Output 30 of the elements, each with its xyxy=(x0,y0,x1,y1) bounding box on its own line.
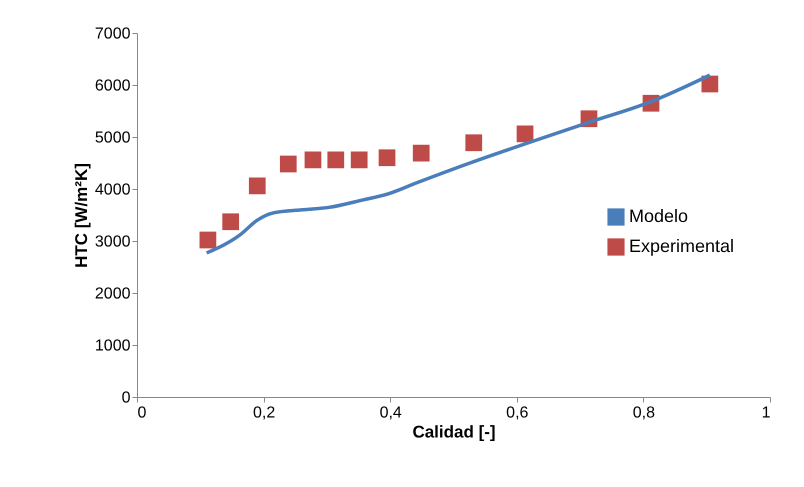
y-tick-label: 1000 xyxy=(94,338,131,354)
point xyxy=(702,76,718,92)
y-tick-label: 3000 xyxy=(94,234,131,250)
y-tick-label: 6000 xyxy=(94,78,131,94)
point xyxy=(378,149,396,166)
point xyxy=(412,144,430,162)
point xyxy=(280,156,297,172)
y-tick-label: 4000 xyxy=(94,182,131,198)
y-tick-label: 7000 xyxy=(94,26,131,42)
point xyxy=(465,134,482,152)
point xyxy=(222,213,240,230)
x-tick-label: 0,2 xyxy=(252,404,276,422)
x-tick-label: 0,6 xyxy=(506,404,529,422)
legend-label: Experimental xyxy=(629,236,734,256)
point xyxy=(248,178,266,194)
x-tick-label: 0,8 xyxy=(632,404,656,422)
point xyxy=(516,126,534,142)
x-axis-title: Calidad [-] xyxy=(412,422,496,442)
y-axis-title: HTC [W/m²K] xyxy=(72,163,91,268)
point xyxy=(350,152,368,168)
x-tick-label: 0 xyxy=(138,404,146,422)
point xyxy=(327,152,344,168)
x-tick-label: 0,4 xyxy=(380,404,402,422)
point xyxy=(304,152,322,168)
x-tick-label: 1 xyxy=(762,404,771,422)
point xyxy=(200,232,216,248)
y-tick-label: 5000 xyxy=(94,130,131,146)
y-tick-label: 0 xyxy=(122,390,131,406)
legend-label: Modelo xyxy=(629,206,688,226)
y-tick-label: 2000 xyxy=(94,286,131,302)
